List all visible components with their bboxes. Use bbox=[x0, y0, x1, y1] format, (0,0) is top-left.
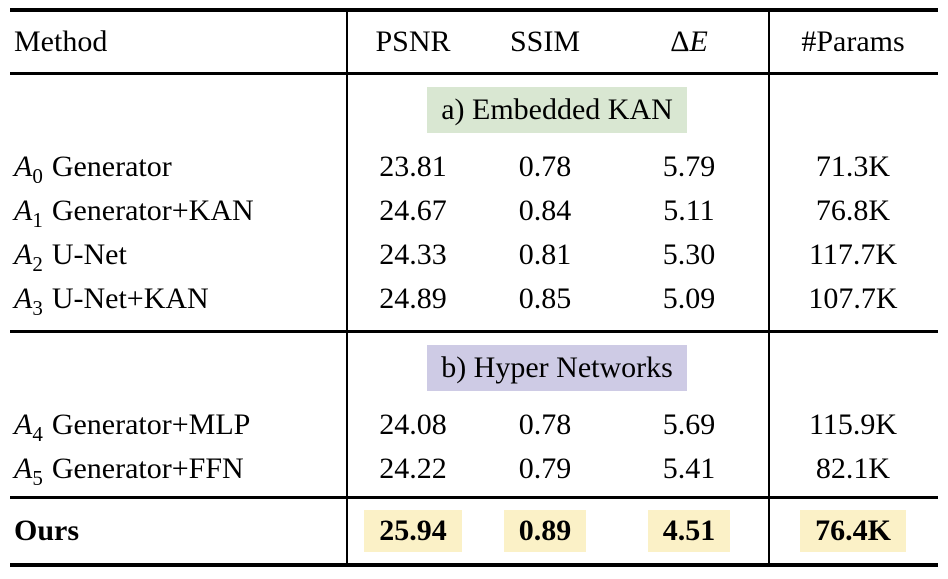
section-embedded-kan: a) Embedded KAN A0 Generator 23.81 0.78 5… bbox=[10, 75, 938, 330]
section-title-row: b) Hyper Networks bbox=[10, 333, 938, 403]
ssim-value: 0.85 bbox=[518, 282, 572, 315]
method-name: Generator+KAN bbox=[51, 194, 254, 227]
vertical-rule-left bbox=[346, 499, 348, 563]
header-row: Method PSNR SSIM ΔE #Params bbox=[10, 12, 938, 72]
delta-e-value: 5.09 bbox=[662, 282, 716, 315]
vertical-rule-left bbox=[346, 12, 348, 72]
method-variable: A bbox=[14, 452, 33, 485]
method-variable: A bbox=[14, 238, 33, 271]
delta-variable: E bbox=[689, 25, 708, 58]
column-header-params: #Params bbox=[801, 25, 905, 58]
table-header-block: Method PSNR SSIM ΔE #Params bbox=[10, 12, 938, 72]
mid-rule bbox=[10, 330, 938, 333]
method-variable: A bbox=[14, 150, 33, 183]
psnr-value: 24.67 bbox=[379, 194, 447, 227]
params-value: 107.7K bbox=[808, 282, 898, 315]
table-row: A2 U-Net 24.33 0.81 5.30 117.7K bbox=[10, 233, 938, 277]
table-row: A1 Generator+KAN 24.67 0.84 5.11 76.8K bbox=[10, 189, 938, 233]
ssim-value: 0.81 bbox=[518, 238, 572, 271]
params-value: 71.3K bbox=[815, 150, 891, 183]
method-subscript: 4 bbox=[32, 422, 43, 446]
method-subscript: 0 bbox=[32, 164, 43, 188]
header-rule bbox=[10, 72, 938, 75]
method-variable: A bbox=[14, 282, 33, 315]
params-value: 115.9K bbox=[808, 408, 898, 441]
ssim-value: 0.78 bbox=[518, 150, 572, 183]
method-variable: A bbox=[14, 408, 33, 441]
ours-row: Ours 25.94 0.89 4.51 76.4K bbox=[10, 499, 938, 563]
ours-label: Ours bbox=[14, 514, 80, 547]
delta-e-value: 5.41 bbox=[662, 452, 716, 485]
method-subscript: 1 bbox=[32, 208, 43, 232]
section-a-label: a) Embedded KAN bbox=[427, 87, 687, 133]
table-row: A3 U-Net+KAN 24.89 0.85 5.09 107.7K bbox=[10, 277, 938, 321]
method-subscript: 2 bbox=[32, 252, 43, 276]
ours-block: Ours 25.94 0.89 4.51 76.4K bbox=[10, 499, 938, 563]
section-spacer bbox=[10, 321, 938, 330]
method-subscript: 5 bbox=[32, 466, 43, 490]
method-name: Generator+MLP bbox=[51, 408, 251, 441]
vertical-rule-right bbox=[768, 12, 770, 72]
delta-e-value: 5.11 bbox=[663, 194, 715, 227]
psnr-value: 24.89 bbox=[379, 282, 447, 315]
table-row: A4 Generator+MLP 24.08 0.78 5.69 115.9K bbox=[10, 403, 938, 447]
delta-e-value: 5.69 bbox=[662, 408, 716, 441]
psnr-value: 24.22 bbox=[379, 452, 447, 485]
section-title-row: a) Embedded KAN bbox=[10, 75, 938, 145]
column-header-method: Method bbox=[14, 25, 108, 58]
ssim-value: 0.79 bbox=[518, 452, 572, 485]
column-header-ssim: SSIM bbox=[509, 25, 581, 58]
column-header-delta-e: ΔE bbox=[610, 25, 768, 59]
vertical-rule-right bbox=[768, 333, 770, 496]
psnr-value: 24.08 bbox=[379, 408, 447, 441]
params-value: 82.1K bbox=[815, 452, 891, 485]
top-rule bbox=[10, 8, 938, 12]
pre-ours-rule bbox=[10, 496, 938, 499]
section-spacer bbox=[10, 491, 938, 496]
bottom-rule bbox=[10, 563, 938, 567]
delta-e-value: 5.79 bbox=[662, 150, 716, 183]
section-hyper-networks: b) Hyper Networks A4 Generator+MLP 24.08 … bbox=[10, 333, 938, 496]
method-subscript: 3 bbox=[32, 296, 43, 320]
delta-e-value: 5.30 bbox=[662, 238, 716, 271]
method-name: U-Net bbox=[51, 238, 127, 271]
ssim-value: 0.78 bbox=[518, 408, 572, 441]
vertical-rule-left bbox=[346, 75, 348, 330]
method-variable: A bbox=[14, 194, 33, 227]
method-name: U-Net+KAN bbox=[51, 282, 209, 315]
delta-e-value-highlighted: 4.51 bbox=[647, 510, 731, 552]
delta-symbol: Δ bbox=[670, 25, 690, 58]
section-b-label: b) Hyper Networks bbox=[427, 345, 687, 391]
params-value: 117.7K bbox=[808, 238, 898, 271]
psnr-value-highlighted: 25.94 bbox=[364, 510, 462, 552]
vertical-rule-right bbox=[768, 499, 770, 563]
method-name: Generator+FFN bbox=[51, 452, 244, 485]
ssim-value-highlighted: 0.89 bbox=[503, 510, 587, 552]
method-name: Generator bbox=[51, 150, 172, 183]
column-header-psnr: PSNR bbox=[375, 25, 451, 58]
psnr-value: 23.81 bbox=[379, 150, 447, 183]
bottom-padding bbox=[10, 567, 938, 579]
ssim-value: 0.84 bbox=[518, 194, 572, 227]
table-row: A0 Generator 23.81 0.78 5.79 71.3K bbox=[10, 145, 938, 189]
vertical-rule-left bbox=[346, 333, 348, 496]
table-row: A5 Generator+FFN 24.22 0.79 5.41 82.1K bbox=[10, 447, 938, 491]
params-value-highlighted: 76.4K bbox=[800, 510, 906, 552]
params-value: 76.8K bbox=[815, 194, 891, 227]
psnr-value: 24.33 bbox=[379, 238, 447, 271]
vertical-rule-right bbox=[768, 75, 770, 330]
